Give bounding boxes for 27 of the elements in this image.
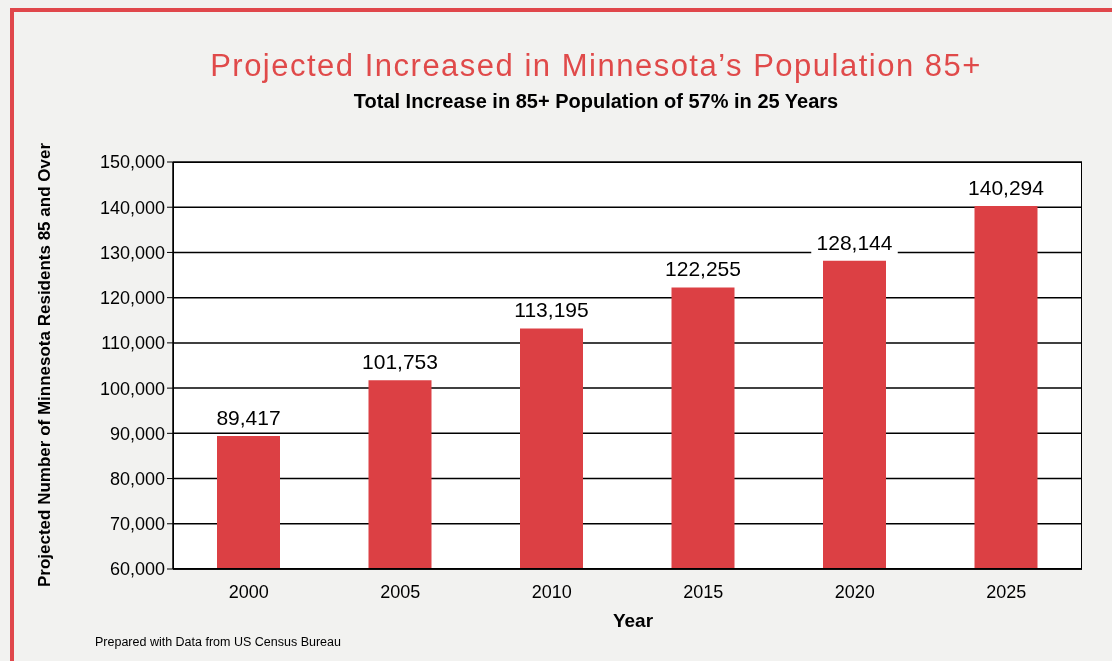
y-axis-title: Projected Number of Minnesota Residents 85 and Over — [35, 142, 55, 588]
y-tick-label: 130,000 — [99, 242, 165, 263]
x-tick-label: 2020 — [834, 581, 875, 602]
x-tick-label: 2015 — [683, 581, 724, 602]
y-tick-label: 90,000 — [109, 423, 165, 444]
x-tick-label: 2005 — [380, 581, 421, 602]
y-tick-label: 150,000 — [99, 152, 165, 173]
y-tick-label: 100,000 — [99, 378, 165, 399]
chart-subtitle: Total Increase in 85+ Population of 57% in 25 Years — [352, 90, 840, 113]
y-tick-label: 140,000 — [99, 197, 165, 218]
x-tick-label: 2010 — [531, 581, 572, 602]
x-axis-title: Year — [612, 610, 654, 632]
x-tick-label: 2025 — [986, 581, 1027, 602]
y-tick-label: 60,000 — [109, 559, 165, 580]
y-tick-label: 120,000 — [99, 288, 165, 309]
data-label: 101,753 — [362, 350, 438, 374]
data-label: 128,144 — [816, 230, 893, 254]
data-label: 140,294 — [968, 175, 1045, 199]
data-label: 113,195 — [514, 298, 589, 322]
y-tick-label: 110,000 — [101, 333, 165, 354]
y-tick-label: 70,000 — [109, 514, 165, 535]
data-label: 122,255 — [665, 257, 741, 281]
y-tick-label: 80,000 — [109, 468, 165, 489]
data-label: 89,417 — [216, 405, 281, 429]
text: Prepared with Data from US Census Bureau — [95, 635, 341, 649]
chart-title: Projected Increased in Minnesota’s Population 85+ — [209, 48, 983, 84]
x-tick-label: 2000 — [228, 581, 269, 602]
